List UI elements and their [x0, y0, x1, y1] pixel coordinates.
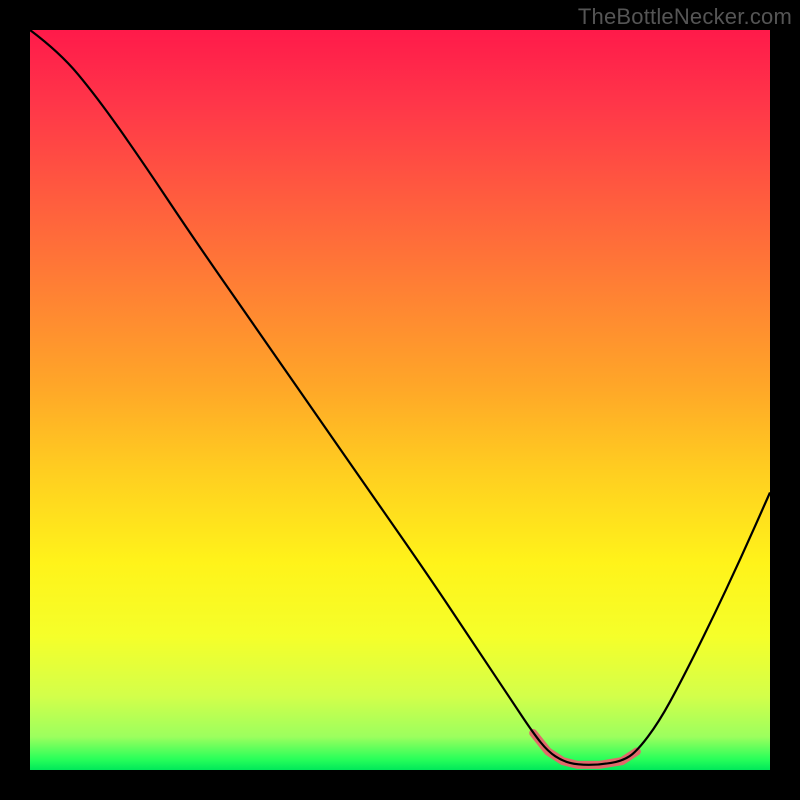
watermark-text: TheBottleNecker.com: [578, 4, 792, 30]
chart-container: TheBottleNecker.com: [0, 0, 800, 800]
bottleneck-curve-chart: [0, 0, 800, 800]
gradient-background: [30, 30, 770, 770]
